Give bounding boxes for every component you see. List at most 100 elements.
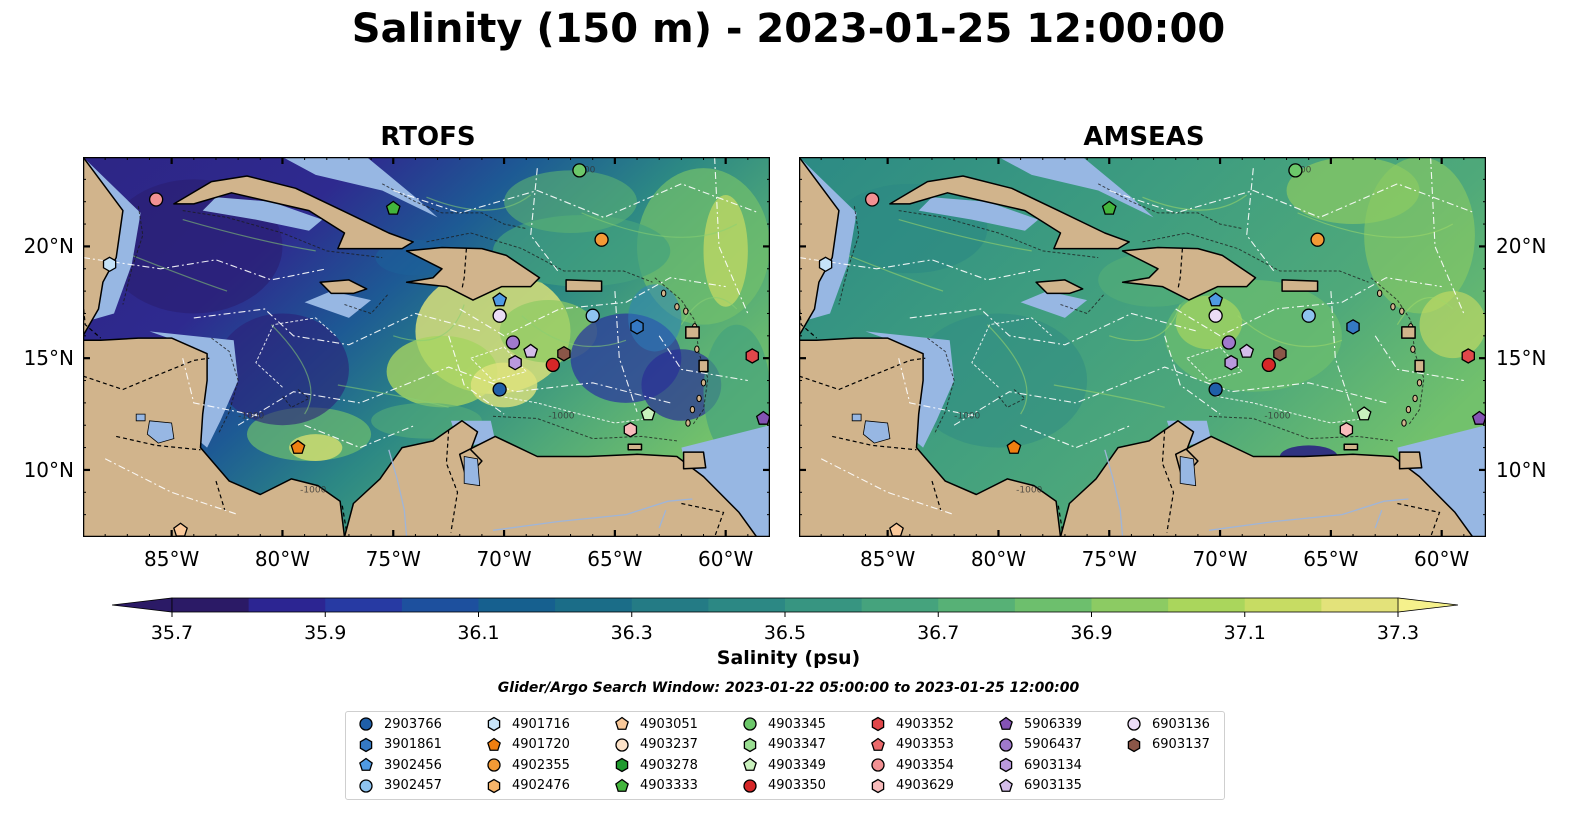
- float-marker-4903345: [572, 163, 587, 178]
- shelf-bahamas: [998, 157, 1154, 218]
- legend-label: 4902355: [512, 757, 570, 773]
- land-cuba: [173, 175, 414, 250]
- float-marker-2903766: [492, 382, 507, 397]
- float-markers: [818, 163, 1486, 537]
- float-marker-4903354: [148, 192, 164, 207]
- legend-item: 6903136: [1126, 714, 1210, 734]
- float-marker-4901720: [290, 439, 306, 454]
- legend-item: 6903134: [998, 755, 1082, 775]
- legend-marker: [871, 737, 885, 751]
- latitude-tick-label: 20°N: [23, 234, 74, 259]
- colorbar-tick-label: 37.3: [1376, 622, 1420, 644]
- legend-marker: [743, 717, 757, 731]
- legend-label: 4901720: [512, 737, 570, 752]
- legend-marker-hexagon: [871, 778, 885, 793]
- legend-marker: [871, 778, 885, 793]
- legend-item: 5906339: [998, 714, 1082, 734]
- float-marker-4901716: [818, 256, 833, 273]
- legend-marker-pentagon: [615, 716, 629, 730]
- longitude-tick-label: 70°W: [1192, 547, 1248, 571]
- colorbar-tick-label: 36.5: [763, 622, 807, 644]
- legend-label: 5906339: [1024, 716, 1082, 732]
- latitude-tick-label: 20°N: [1496, 234, 1547, 259]
- float-marker-4903345: [1288, 163, 1303, 178]
- figure-title: Salinity (150 m) - 2023-01-25 12:00:00: [351, 6, 1226, 52]
- legend-marker-circle: [615, 737, 629, 752]
- legend-label: 6903134: [1024, 757, 1082, 773]
- float-marker-6903136: [1208, 308, 1223, 323]
- lesser-antilles-island: [1376, 289, 1383, 298]
- colorbar-segment: [938, 598, 1016, 612]
- land-trinidad: [682, 451, 707, 470]
- colorbar-segment: [1244, 598, 1322, 612]
- legend-item: 4901716: [486, 714, 570, 734]
- rtofs-map: -1000-1000-100-1000: [83, 157, 770, 537]
- legend-item: 4903347: [742, 735, 826, 755]
- longitude-tick-label: 80°W: [970, 547, 1027, 571]
- legend-marker-hexagon: [359, 737, 373, 752]
- legend-marker-hexagon: [1127, 737, 1141, 752]
- colorbar-extend-high: [1397, 597, 1458, 613]
- float-marker-6903136: [492, 308, 507, 323]
- legend-item: 6903135: [998, 776, 1082, 796]
- legend-marker: [359, 757, 373, 771]
- float-marker-6903135: [1239, 343, 1255, 358]
- shelf-jamaica: [1020, 291, 1088, 318]
- colorbar-tick-label: 36.3: [610, 622, 653, 644]
- legend-marker: [1127, 717, 1141, 731]
- legend-marker: [359, 717, 373, 731]
- legend-marker: [615, 737, 629, 752]
- legend-marker: [487, 716, 501, 732]
- legend-marker: [743, 737, 757, 752]
- colorbar-tick-label: 35.7: [150, 622, 194, 644]
- legend-marker: [999, 778, 1013, 792]
- longitude-tick-label: 60°W: [1414, 547, 1470, 571]
- land-trinidad: [1398, 451, 1423, 470]
- legend-marker: [743, 778, 757, 793]
- lake-maracaibo: [1179, 456, 1197, 487]
- land-cuba: [889, 175, 1130, 250]
- legend-item: 4903349: [742, 755, 826, 775]
- legend-marker-circle: [359, 778, 373, 793]
- colorbar-tick-labels: 35.7 35.9 36.1 36.3 36.5 36.7 36.9 37.1 37.3: [112, 622, 1458, 646]
- legend-marker: [487, 758, 501, 772]
- legend-item: 3902456: [358, 755, 442, 775]
- legend-label: 6903136: [1152, 716, 1210, 732]
- legend-marker: [999, 716, 1013, 730]
- lesser-antilles-island: [683, 307, 689, 315]
- longitude-tick-label: 75°W: [365, 547, 421, 571]
- lesser-antilles-island: [1399, 307, 1405, 315]
- legend-item: 5906437: [998, 735, 1082, 755]
- float-marker-4901716: [102, 256, 117, 273]
- legend-item: 4902476: [486, 776, 570, 796]
- float-marker-3901861: [630, 319, 644, 335]
- legend-label: 4903237: [640, 737, 698, 752]
- legend-marker-pentagon: [359, 757, 373, 771]
- longitude-tick-label: 75°W: [1081, 547, 1137, 571]
- legend-item: 3902457: [358, 776, 442, 796]
- legend-marker-pentagon: [743, 757, 757, 771]
- lesser-antilles-island: [689, 405, 696, 414]
- float-marker-2903766: [1208, 382, 1223, 397]
- search-window-text: Glider/Argo Search Window: 2023-01-22 05…: [497, 680, 1080, 696]
- lake-nicaragua: [862, 420, 891, 444]
- legend-label: 4903349: [768, 757, 826, 773]
- lesser-antilles-island: [700, 379, 707, 387]
- lesser-antilles-island: [1410, 345, 1416, 353]
- lesser-antilles-island: [1405, 405, 1412, 414]
- colorbar-segment: [401, 598, 480, 612]
- lake-nicaragua: [146, 420, 175, 444]
- contour-label: -1000: [1264, 412, 1290, 422]
- float-marker-5906437: [505, 335, 521, 350]
- colorbar-segment: [861, 598, 939, 612]
- legend-item: 4903352: [870, 714, 954, 734]
- legend-label: 4903352: [896, 716, 954, 732]
- legend-marker: [487, 737, 501, 751]
- legend-marker: [615, 757, 629, 773]
- float-marker-6903134: [1224, 354, 1238, 371]
- legend-label: 4903345: [768, 716, 826, 732]
- land-guadeloupe: [1401, 326, 1416, 339]
- legend-marker-hexagon: [487, 778, 501, 793]
- legend-item: 4903345: [742, 714, 826, 734]
- legend-marker: [871, 716, 885, 732]
